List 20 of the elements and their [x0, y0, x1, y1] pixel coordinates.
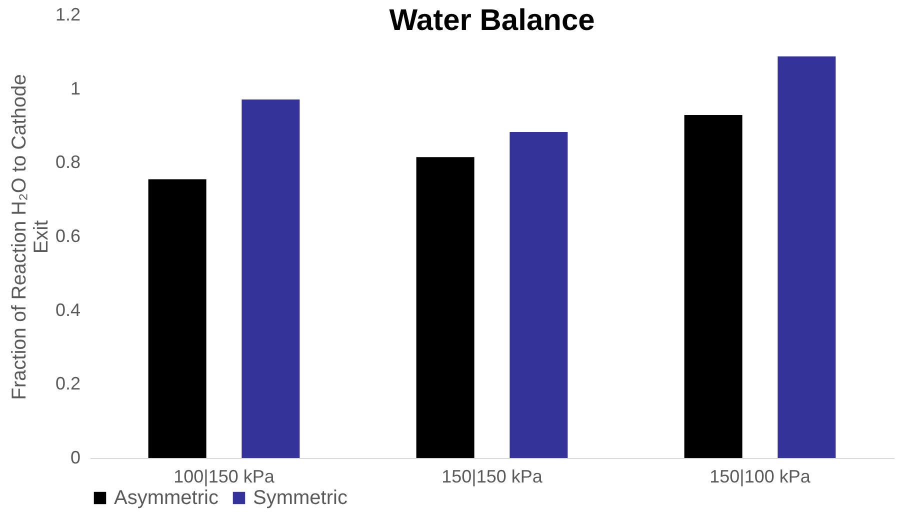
bar [148, 179, 206, 458]
x-tick-label: 100|150 kPa [174, 466, 276, 486]
legend-label: Symmetric [253, 487, 348, 509]
x-tick-label: 150|100 kPa [710, 466, 812, 486]
bar [778, 56, 836, 458]
y-tick-label: 1.2 [55, 4, 80, 24]
y-tick-label: 0.2 [55, 374, 80, 394]
bar [416, 157, 474, 458]
y-axis-title: Fraction of Reaction H₂O to Cathode Exit [8, 74, 52, 400]
bar [510, 132, 568, 458]
y-tick-label: 0.8 [55, 152, 80, 172]
y-tick-label: 0 [70, 448, 80, 468]
x-tick-label: 150|150 kPa [442, 466, 544, 486]
legend-label: Asymmetric [114, 487, 218, 509]
y-tick-label: 0.4 [55, 300, 80, 320]
y-tick-label: 1 [70, 78, 80, 98]
bar [684, 115, 742, 458]
y-tick-label: 0.6 [55, 226, 80, 246]
chart-title: Water Balance [389, 4, 595, 37]
bar [242, 100, 300, 458]
